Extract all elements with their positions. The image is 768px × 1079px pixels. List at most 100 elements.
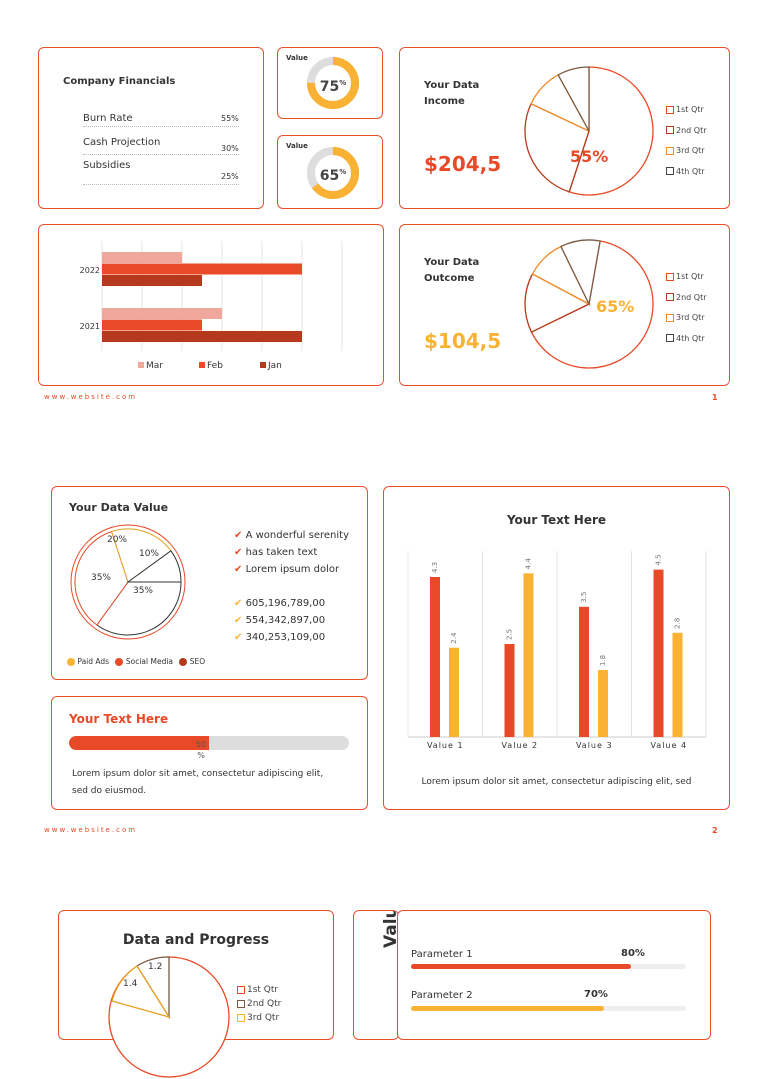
bar-data-label: 4.3 bbox=[431, 562, 439, 573]
hbar-card: 2022 2021 Mar Feb Jan bbox=[38, 224, 384, 386]
bar-data-label: 3.5 bbox=[580, 592, 588, 603]
number-item: ✔ 340,253,109,00 bbox=[234, 629, 325, 646]
category-label: 2021 bbox=[80, 322, 100, 331]
progress-card: Your Text Here 50% Lorem ipsum dolor sit… bbox=[51, 696, 368, 810]
bar-data-label: 4.4 bbox=[525, 558, 533, 570]
parameter-fill bbox=[411, 1006, 604, 1011]
bar bbox=[672, 632, 683, 737]
check-icon: ✔ bbox=[234, 598, 246, 609]
bar bbox=[653, 569, 664, 737]
legend-swatch bbox=[666, 126, 674, 134]
donut-label: Value bbox=[286, 142, 308, 150]
legend-label: 1st Qtr bbox=[676, 272, 704, 281]
bar bbox=[579, 606, 589, 737]
legend-item: 2nd Qtr bbox=[237, 997, 281, 1011]
checklist-item: ✔ has taken text bbox=[234, 544, 349, 561]
check-icon: ✔ bbox=[234, 632, 246, 643]
company-financials-card: Company Financials Burn Rate 55% Cash Pr… bbox=[38, 47, 264, 209]
legend-dot bbox=[179, 658, 188, 666]
outcome-amount: $104,5 bbox=[424, 329, 502, 353]
bar bbox=[430, 577, 440, 737]
donut-value-number: 65 bbox=[319, 168, 340, 184]
pie-slice bbox=[524, 102, 590, 193]
legend-label: 1st Qtr bbox=[247, 985, 279, 995]
legend-item: 2nd Qtr bbox=[666, 121, 707, 142]
pie-data-label: 35% bbox=[91, 573, 111, 583]
donut-label: Value bbox=[286, 54, 308, 62]
progress-value-unit: % bbox=[197, 751, 205, 760]
parameter-label: Parameter 1 bbox=[411, 949, 473, 960]
pie-slice bbox=[126, 550, 182, 583]
bar bbox=[102, 319, 202, 331]
legend-item: 1st Qtr bbox=[666, 267, 707, 288]
legend-item: 3rd Qtr bbox=[666, 141, 707, 162]
pie-slice bbox=[96, 581, 182, 636]
vertical-bar-chart: 4.3 2.4 Value 1 2.5 4.4 Value 2 3.5 1.8 Value 3 4… bbox=[407, 551, 707, 750]
pie-data-label: 35% bbox=[133, 586, 153, 596]
legend-label: 3rd Qtr bbox=[676, 313, 705, 322]
legend-label: 4th Qtr bbox=[676, 166, 705, 176]
legend-item: 3rd Qtr bbox=[237, 1011, 281, 1025]
bar-chart-card: Your Text Here 4.3 2.4 Value 1 2.5 4.4 Value … bbox=[383, 486, 730, 810]
page3-pie-chart bbox=[108, 956, 230, 1078]
number-item: ✔ 554,342,897,00 bbox=[234, 612, 325, 629]
horizontal-bar-chart: 2022 2021 Mar Feb Jan bbox=[80, 241, 343, 371]
legend-item: 4th Qtr bbox=[666, 162, 707, 183]
footer-website[interactable]: www.website.com bbox=[44, 826, 138, 834]
pie-slice bbox=[530, 240, 654, 369]
outcome-title-line2: Outcome bbox=[424, 273, 475, 284]
income-pie-chart bbox=[524, 66, 654, 196]
legend-swatch bbox=[666, 105, 674, 114]
bar bbox=[523, 573, 534, 737]
divider bbox=[83, 126, 239, 127]
legend-swatch bbox=[237, 1013, 245, 1022]
donut-fill bbox=[307, 147, 359, 199]
pie-legend: 1st Qtr 2nd Qtr 3rd Qtr bbox=[237, 983, 281, 1025]
data-progress-title: Data and Progress bbox=[122, 932, 270, 948]
income-title-line1: Your Data bbox=[424, 80, 480, 91]
legend-label: 2nd Qtr bbox=[247, 999, 282, 1009]
category-label: Value 2 bbox=[501, 741, 538, 750]
parameter-value: 80% bbox=[621, 948, 645, 959]
data-progress-card: Data and Progress 1.2 1.4 1st Qtr 2nd Qt… bbox=[58, 910, 334, 1078]
category-label: Value 1 bbox=[427, 741, 464, 750]
financials-title: Company Financials bbox=[63, 76, 176, 87]
pie-data-label: 65% bbox=[596, 297, 635, 316]
parameter-label: Parameter 2 bbox=[411, 990, 473, 1001]
pie-slice bbox=[74, 530, 129, 626]
number-item: ✔ 605,196,789,00 bbox=[234, 595, 325, 612]
legend-swatch bbox=[138, 362, 144, 368]
legend-label: Jan bbox=[267, 361, 282, 371]
check-icon: ✔ bbox=[234, 615, 246, 626]
divider bbox=[83, 154, 239, 155]
legend-swatch bbox=[666, 167, 674, 175]
pie-data-label: 1.4 bbox=[123, 979, 138, 989]
category-label: 2022 bbox=[80, 266, 100, 275]
bar bbox=[504, 644, 515, 737]
income-card: Your Data Income $204,5 55% 1st Qtr 2nd … bbox=[399, 47, 730, 209]
category-label: Value 3 bbox=[576, 741, 613, 750]
progress-title: Your Text Here bbox=[69, 712, 169, 726]
data-value-pie-chart: 35% 35% 20% 10% bbox=[70, 524, 186, 640]
legend-swatch bbox=[666, 313, 674, 322]
footer-website[interactable]: www.website.com bbox=[44, 393, 138, 401]
financials-row-label: Subsidies bbox=[83, 160, 131, 171]
pie-data-label: 10% bbox=[139, 549, 159, 559]
check-icon: ✔ bbox=[234, 530, 246, 541]
legend-label: 4th Qtr bbox=[676, 333, 705, 343]
financials-row-label: Cash Projection bbox=[83, 137, 161, 148]
parameter-value: 70% bbox=[584, 989, 608, 1000]
legend-swatch bbox=[237, 985, 245, 994]
legend-label: 2nd Qtr bbox=[676, 125, 707, 135]
body-line: sed do eiusmod. bbox=[72, 786, 147, 796]
legend-swatch bbox=[666, 146, 674, 155]
progress-value: 50% bbox=[192, 739, 210, 761]
side-label-card: Value 01 bbox=[353, 910, 399, 1040]
check-icon: ✔ bbox=[234, 564, 246, 575]
legend-label: SEO bbox=[189, 657, 206, 666]
number-text: 554,342,897,00 bbox=[245, 615, 326, 626]
pie-legend: 1st Qtr 2nd Qtr 3rd Qtr 4th Qtr bbox=[666, 100, 707, 182]
progress-fill bbox=[69, 736, 209, 750]
page-number: 1 bbox=[712, 393, 718, 402]
checklist-item: ✔ Lorem ipsum dolor bbox=[234, 561, 349, 578]
